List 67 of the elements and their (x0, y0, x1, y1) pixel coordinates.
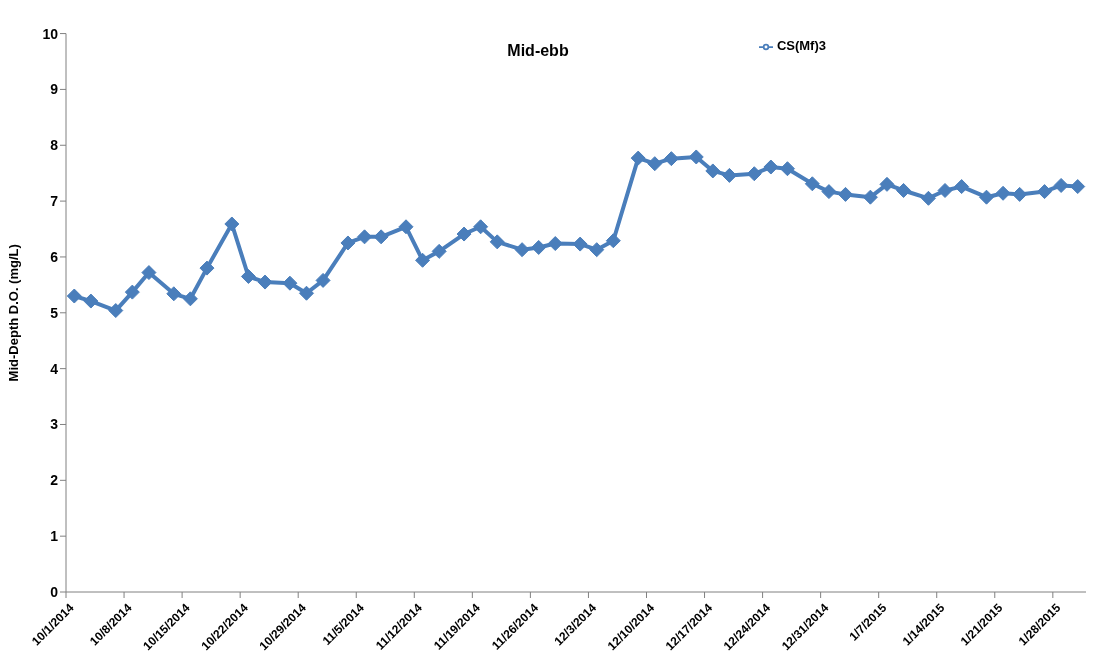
point (978, 189, 994, 205)
point (663, 151, 679, 167)
point (398, 219, 414, 235)
legend-label: CS(Mf)3 (776, 38, 826, 53)
y-tick-label: 1 (50, 528, 59, 545)
point (746, 166, 762, 182)
point (357, 229, 373, 245)
point (473, 219, 489, 235)
point (630, 150, 646, 166)
point (240, 268, 256, 284)
point (415, 252, 431, 268)
point (589, 242, 605, 258)
point (298, 285, 314, 301)
point (954, 179, 970, 195)
point (896, 182, 912, 198)
y-tick-label: 2 (50, 472, 59, 489)
point (1037, 184, 1053, 200)
y-tick-label: 8 (50, 137, 59, 154)
y-tick-label: 3 (50, 416, 59, 433)
y-tick-label: 0 (50, 583, 59, 600)
point (688, 149, 704, 165)
point (83, 293, 99, 309)
point (199, 260, 215, 276)
point (1070, 179, 1086, 195)
y-tick-label: 6 (50, 248, 59, 265)
point (862, 189, 878, 205)
y-tick-label: 9 (50, 81, 59, 98)
point (705, 163, 721, 179)
point (838, 186, 854, 202)
point (257, 274, 273, 290)
point (456, 226, 472, 242)
point (763, 159, 779, 175)
point (605, 233, 621, 249)
point (879, 176, 895, 192)
point (124, 284, 140, 300)
y-tick-label: 4 (50, 360, 59, 377)
y-tick-label: 10 (42, 25, 59, 42)
point (804, 176, 820, 192)
point (721, 167, 737, 183)
point (779, 161, 795, 177)
point (547, 236, 563, 252)
point (1012, 186, 1028, 202)
point (282, 275, 298, 291)
point (141, 265, 157, 281)
point (647, 156, 663, 172)
point (224, 216, 240, 232)
point (995, 185, 1011, 201)
point (373, 229, 389, 245)
y-tick-label: 7 (50, 193, 59, 210)
point (572, 236, 588, 252)
point (66, 288, 82, 304)
point (920, 190, 936, 206)
text: Mid-ebb (507, 42, 569, 59)
point (937, 182, 953, 198)
y-tick-label: 5 (50, 304, 59, 321)
point (821, 184, 837, 200)
point (166, 286, 182, 302)
point (431, 243, 447, 259)
point (1053, 177, 1069, 193)
point (514, 242, 530, 258)
point (315, 272, 331, 288)
point (182, 291, 198, 307)
point (531, 239, 547, 255)
point (108, 303, 124, 319)
y-axis-title: Mid-Depth D.O. (mg/L) (5, 244, 21, 382)
point (489, 234, 505, 250)
point (340, 235, 356, 251)
